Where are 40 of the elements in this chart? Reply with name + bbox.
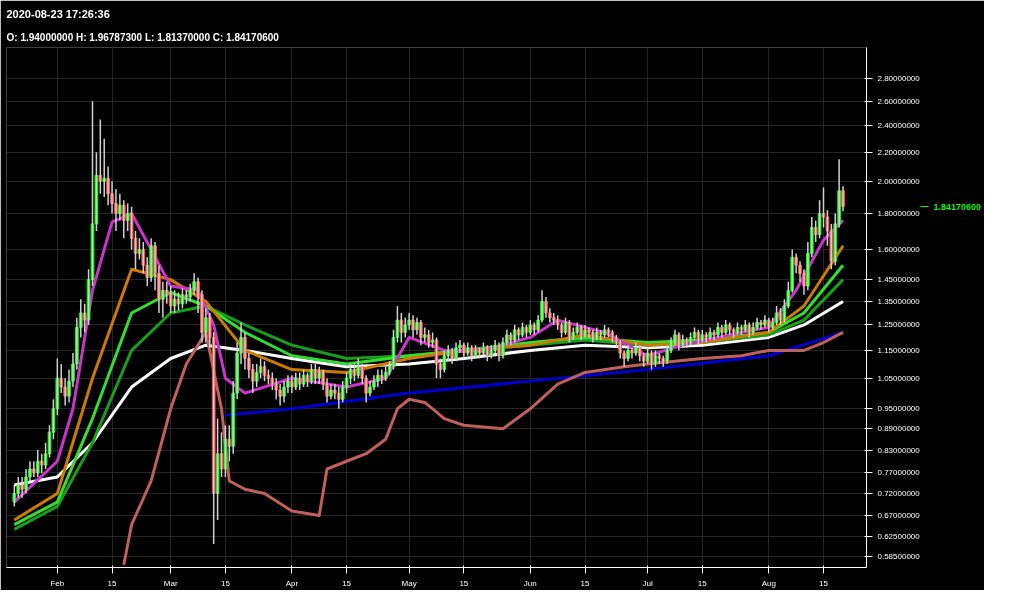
y-tick-label: 2.40000000	[877, 121, 921, 131]
y-tick-label: 0.58500000	[877, 552, 921, 562]
y-tick-label: 2.20000000	[877, 147, 921, 157]
x-tick-label: 15	[819, 578, 829, 588]
y-tick-label: 0.95000000	[877, 404, 921, 414]
text: 2020-08-23 17:26:36	[6, 7, 110, 20]
text: 1.84170600	[933, 201, 982, 212]
y-tick-label: 0.77000000	[877, 468, 921, 478]
x-tick-label: Feb	[50, 578, 65, 588]
y-tick-label: 0.62500000	[877, 532, 921, 542]
y-tick-label: 0.72000000	[877, 488, 921, 498]
x-tick-label: Apr	[285, 578, 299, 588]
y-tick-label: 2.60000000	[877, 96, 921, 106]
y-tick-label: 1.80000000	[877, 209, 921, 219]
candlestick	[262, 360, 267, 382]
y-tick-label: 0.67000000	[877, 510, 921, 520]
x-tick-label: Aug	[761, 578, 776, 588]
y-tick-label: 0.83000000	[877, 445, 921, 455]
y-tick-label: 2.80000000	[877, 74, 921, 84]
x-tick-label: 15	[459, 578, 469, 588]
x-tick-label: 15	[342, 578, 352, 588]
y-tick-label: 2.00000000	[877, 176, 921, 186]
x-tick-label: 15	[580, 578, 591, 588]
candlestick	[434, 336, 439, 379]
x-tick-label: Jul	[642, 578, 653, 588]
x-tick-label: 15	[220, 578, 231, 588]
y-tick-label: 1.25000000	[877, 320, 921, 330]
text: O: 1.94000000 H: 1.96787300 L: 1.81370000 C: 1.84170600	[6, 31, 280, 43]
x-tick-label: Mar	[163, 578, 178, 588]
x-tick-label: 15	[697, 578, 708, 588]
y-tick-label: 1.60000000	[877, 245, 921, 255]
y-tick-label: 1.05000000	[877, 373, 921, 383]
x-tick-label: 15	[107, 578, 118, 588]
y-tick-label: 0.89000000	[877, 424, 921, 434]
y-tick-label: 1.45000000	[877, 275, 921, 285]
y-tick-label: 1.35000000	[877, 296, 921, 306]
y-tick-label: 1.15000000	[877, 345, 921, 355]
candlestick	[649, 349, 654, 371]
x-tick-label: May	[401, 578, 417, 588]
x-tick-label: Jun	[523, 578, 537, 588]
